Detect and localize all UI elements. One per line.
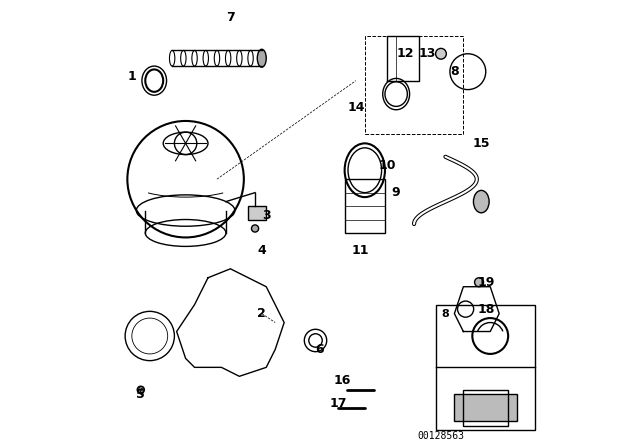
- Text: 16: 16: [333, 374, 351, 388]
- Text: 8: 8: [450, 65, 459, 78]
- Circle shape: [252, 225, 259, 232]
- Bar: [463, 390, 508, 426]
- Text: 11: 11: [351, 244, 369, 258]
- Bar: [454, 394, 517, 421]
- Text: 14: 14: [347, 101, 365, 114]
- Text: 10: 10: [378, 159, 396, 172]
- Text: 15: 15: [472, 137, 490, 150]
- Bar: [365, 36, 463, 134]
- Text: 19: 19: [477, 276, 495, 289]
- Text: 9: 9: [392, 186, 401, 199]
- Text: 4: 4: [257, 244, 266, 258]
- Bar: [436, 305, 535, 430]
- Text: 7: 7: [226, 11, 235, 25]
- Text: 12: 12: [396, 47, 414, 60]
- Bar: [248, 206, 266, 220]
- Text: 00128563: 00128563: [417, 431, 465, 441]
- Text: 5: 5: [136, 388, 145, 401]
- Text: 3: 3: [262, 208, 271, 222]
- Text: 13: 13: [419, 47, 436, 60]
- Ellipse shape: [257, 49, 266, 67]
- Text: 8: 8: [441, 309, 449, 319]
- Text: 2: 2: [257, 307, 266, 320]
- Text: 1: 1: [127, 69, 136, 83]
- Text: 6: 6: [316, 343, 324, 356]
- Circle shape: [474, 278, 484, 287]
- Text: 18: 18: [477, 302, 495, 316]
- Ellipse shape: [474, 190, 489, 213]
- Circle shape: [137, 386, 145, 393]
- Text: 17: 17: [329, 396, 347, 410]
- Circle shape: [436, 48, 446, 59]
- Bar: [345, 179, 385, 233]
- Text: @: @: [138, 385, 144, 395]
